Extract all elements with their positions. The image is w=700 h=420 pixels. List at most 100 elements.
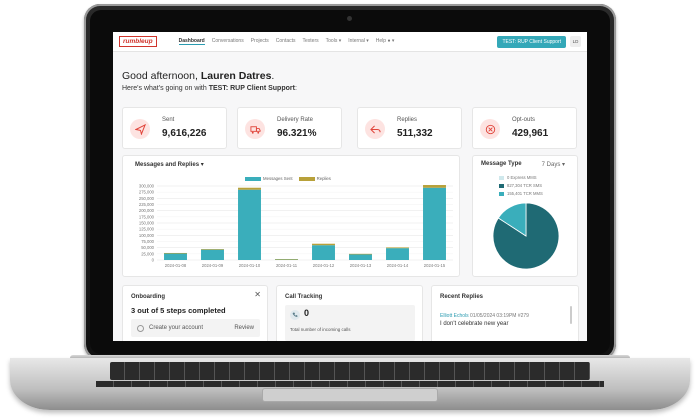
legend-replies[interactable]: Replies bbox=[298, 176, 331, 181]
step-status-icon bbox=[137, 324, 144, 332]
pie-legend-label: 827,304 TCR SMS bbox=[507, 183, 543, 188]
stat-value: 429,961 bbox=[512, 128, 549, 139]
recent-replies-title: Recent Replies bbox=[440, 294, 484, 300]
y-tick-label: 125,000 bbox=[139, 227, 155, 232]
stat-label: Delivery Rate bbox=[277, 117, 314, 123]
nav-item-dashboard[interactable]: Dashboard bbox=[178, 38, 205, 45]
onboarding-step[interactable]: Create your account Review bbox=[131, 319, 260, 337]
y-tick-label: 300,000 bbox=[139, 184, 155, 189]
stat-value: 96.321% bbox=[277, 128, 317, 139]
stat-label: Replies bbox=[397, 117, 418, 123]
y-tick-label: 250,000 bbox=[139, 196, 155, 201]
chart-title-dropdown[interactable]: Messages and Replies ▾ bbox=[135, 162, 204, 168]
messages-chart-card: Messages and Replies ▾ Messages Sent Rep… bbox=[122, 155, 460, 277]
org-switch-button[interactable]: TEST: RUP Client Support bbox=[497, 35, 566, 48]
pie-slice[interactable] bbox=[497, 202, 527, 237]
x-tick-label: 2024-01-11 bbox=[276, 263, 298, 268]
pie-legend-item[interactable]: 827,304 TCR SMS bbox=[499, 183, 543, 188]
step-review-link[interactable]: Review bbox=[234, 325, 254, 331]
reply-meta: 01/05/2024 03:19PM #279 bbox=[470, 313, 529, 319]
legend-swatch-replies bbox=[298, 176, 315, 181]
nav-item-internal[interactable]: Internal ▾ bbox=[348, 38, 369, 44]
period-dropdown[interactable]: 7 Days ▾ bbox=[541, 162, 565, 168]
stat-card-opt-outs[interactable]: Opt-outs 429,961 bbox=[472, 107, 577, 149]
bar-messages-sent bbox=[386, 248, 409, 260]
chart-legend: Messages Sent Replies bbox=[245, 176, 331, 181]
close-icon[interactable]: ✕ bbox=[254, 290, 261, 299]
bar-replies bbox=[312, 243, 335, 246]
legend-label: Messages Sent bbox=[263, 176, 293, 181]
bar-messages-sent bbox=[423, 187, 446, 260]
nav-item-conversations[interactable]: Conversations bbox=[211, 38, 244, 44]
y-tick-label: 200,000 bbox=[139, 208, 155, 213]
reply-sender-link[interactable]: Elliott Echols bbox=[440, 313, 469, 319]
stat-value: 9,616,226 bbox=[162, 128, 207, 139]
phone-icon bbox=[290, 310, 300, 320]
x-tick-label: 2024-01-09 bbox=[202, 263, 224, 268]
y-tick-label: 75,000 bbox=[141, 239, 154, 244]
avatar[interactable]: LD bbox=[570, 36, 581, 47]
pie-legend-item[interactable]: 0 Express MMS bbox=[499, 175, 543, 180]
bar-replies bbox=[201, 249, 224, 250]
keyboard bbox=[110, 362, 590, 380]
nav-item-help[interactable]: Help ● ▾ bbox=[375, 38, 395, 44]
pie-legend-swatch bbox=[499, 175, 504, 180]
y-tick-label: 0 bbox=[152, 258, 155, 263]
y-tick-label: 25,000 bbox=[141, 251, 154, 256]
nav-item-projects[interactable]: Projects bbox=[250, 38, 269, 44]
stat-value: 511,332 bbox=[397, 128, 433, 139]
y-tick-label: 175,000 bbox=[139, 214, 155, 219]
scrollbar[interactable] bbox=[570, 306, 572, 324]
message-type-title: Message Type bbox=[481, 161, 522, 167]
greeting-subtitle: Here's what's going on with TEST: RUP Cl… bbox=[122, 85, 297, 92]
stat-card-delivery-rate[interactable]: Delivery Rate 96.321% bbox=[237, 107, 342, 149]
brand-logo[interactable]: rumbleup bbox=[119, 36, 157, 47]
nav-item-texters[interactable]: Texters bbox=[302, 38, 319, 44]
stat-card-replies[interactable]: Replies 511,332 bbox=[357, 107, 462, 149]
greeting-suffix: . bbox=[271, 70, 275, 82]
y-tick-label: 225,000 bbox=[139, 202, 155, 207]
subtitle-prefix: Here's what's going on with bbox=[122, 85, 209, 92]
bar-messages-sent bbox=[201, 249, 224, 260]
legend-swatch-sent bbox=[245, 176, 261, 181]
org-name: TEST: RUP Client Support bbox=[208, 85, 295, 92]
messages-bar-chart: 0 50,000 100,000 150,000 200,000 250,000 300,0… bbox=[139, 184, 453, 268]
message-type-pie-chart bbox=[492, 202, 560, 270]
pie-legend-label: 0 Express MMS bbox=[507, 175, 537, 180]
x-tick-label: 2024-01-14 bbox=[387, 263, 409, 268]
x-tick-label: 2024-01-08 bbox=[165, 263, 187, 268]
pie-legend-item[interactable]: 155,401 TCR MMS bbox=[499, 191, 543, 196]
y-tick-label: 50,000 bbox=[141, 245, 154, 250]
y-tick-label: 100,000 bbox=[139, 233, 155, 238]
stat-label: Sent bbox=[162, 117, 175, 123]
delivery-truck-icon bbox=[245, 119, 265, 139]
keyboard-row bbox=[96, 381, 604, 387]
onboarding-progress: 3 out of 5 steps completed bbox=[131, 306, 226, 315]
paper-plane-icon bbox=[130, 119, 150, 139]
y-tick-label: 150,000 bbox=[139, 221, 155, 226]
x-tick-label: 2024-01-10 bbox=[239, 263, 261, 268]
bar-messages-sent bbox=[238, 189, 261, 260]
bar-replies bbox=[386, 247, 409, 249]
x-tick-label: 2024-01-13 bbox=[350, 263, 372, 268]
bar-replies bbox=[349, 253, 372, 255]
nav-item-contacts[interactable]: Contacts bbox=[275, 38, 296, 44]
pie-legend-swatch bbox=[499, 183, 504, 188]
onboarding-title: Onboarding bbox=[131, 294, 165, 300]
step-label: Create your account bbox=[149, 325, 204, 331]
pie-legend: 0 Express MMS 827,304 TCR SMS 155,401 TCR … bbox=[499, 175, 543, 199]
webcam-icon bbox=[347, 16, 352, 21]
bar-messages-sent bbox=[164, 253, 187, 260]
x-tick-label: 2024-01-15 bbox=[424, 263, 446, 268]
reply-arrow-icon bbox=[365, 119, 385, 139]
reply-item[interactable]: Elliott Echols 01/05/2024 03:19PM #279 I… bbox=[440, 313, 529, 327]
pie-legend-label: 155,401 TCR MMS bbox=[507, 191, 543, 196]
onboarding-card: Onboarding ✕ 3 out of 5 steps completed … bbox=[122, 285, 268, 341]
nav-item-tools[interactable]: Tools ▾ bbox=[325, 38, 342, 44]
stat-card-sent[interactable]: Sent 9,616,226 bbox=[122, 107, 227, 149]
top-navigation: rumbleup Dashboard Conversations Projects C… bbox=[113, 32, 587, 52]
legend-sent[interactable]: Messages Sent bbox=[245, 176, 293, 181]
pie-legend-swatch bbox=[499, 191, 504, 196]
bar-replies bbox=[275, 259, 298, 260]
bar-replies bbox=[423, 185, 446, 188]
